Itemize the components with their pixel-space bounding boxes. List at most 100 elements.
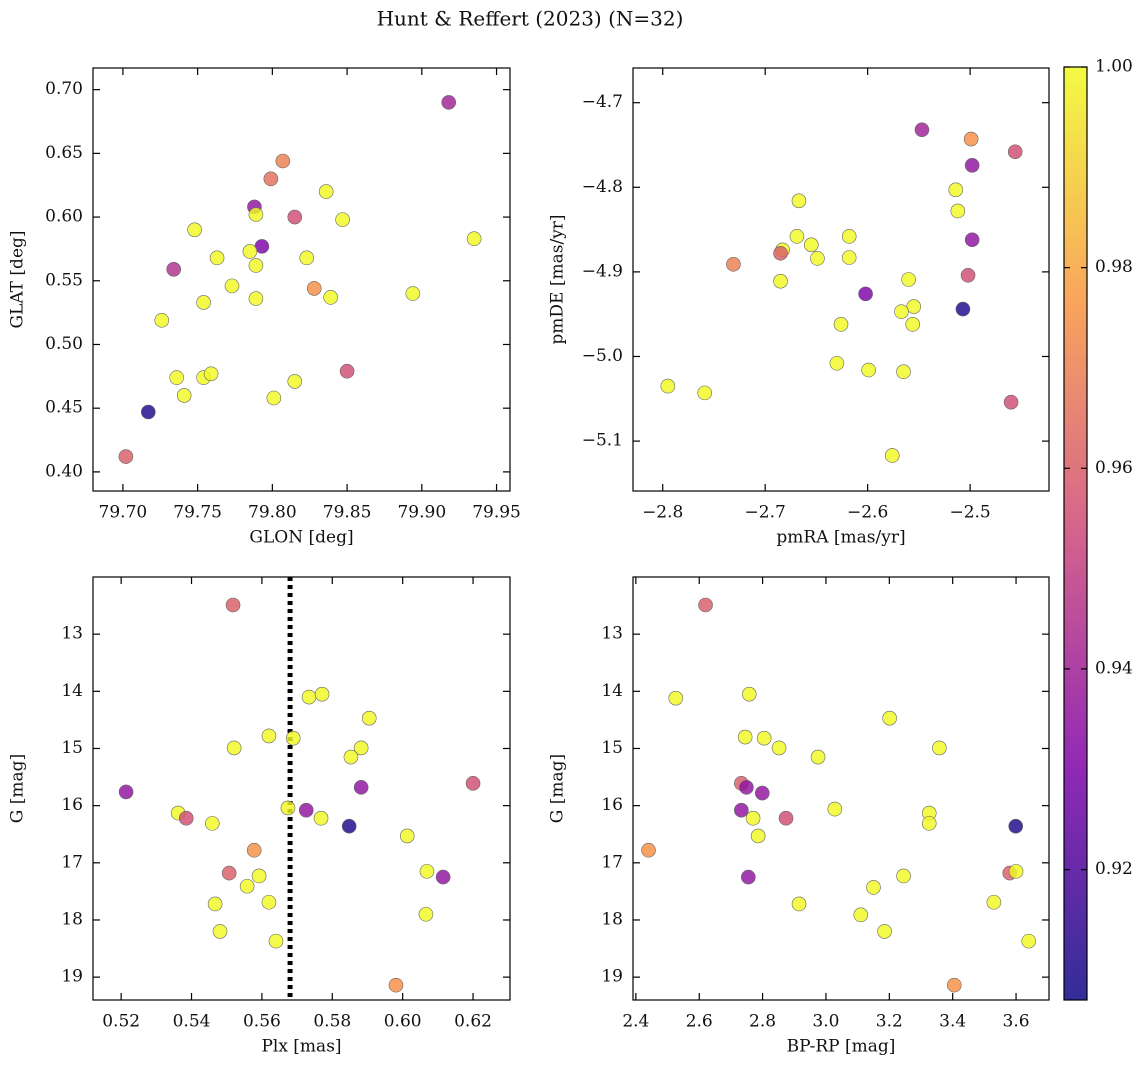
y-tick-label: 14 xyxy=(61,681,83,701)
y-tick-label: 16 xyxy=(601,795,623,815)
data-point xyxy=(204,816,220,831)
data-point xyxy=(773,273,788,289)
y-tick-label: 0.50 xyxy=(45,334,83,354)
colorbar-frame xyxy=(1063,66,1088,1001)
data-point xyxy=(280,800,296,816)
plot-frame xyxy=(632,67,1050,492)
data-point xyxy=(405,286,421,301)
data-point xyxy=(660,378,676,394)
y-tick-label: −5.0 xyxy=(582,346,623,366)
y-tick-label: 19 xyxy=(601,967,623,987)
x-axis-label: GLON [deg] xyxy=(249,528,353,548)
y-tick-label: 0.45 xyxy=(45,398,83,418)
data-point xyxy=(465,776,481,791)
data-point xyxy=(298,802,314,818)
data-point xyxy=(343,749,359,765)
data-point xyxy=(882,710,897,726)
data-point xyxy=(750,828,766,844)
y-tick-label: 0.55 xyxy=(45,270,83,290)
y-tick-label: 0.60 xyxy=(45,207,83,227)
colorbar-tick-label: 0.92 xyxy=(1095,859,1133,879)
y-axis-label: pmDE [mas/yr] xyxy=(548,214,568,344)
data-point xyxy=(771,740,787,756)
data-point xyxy=(737,729,753,745)
y-tick-label: 19 xyxy=(61,967,83,987)
data-point xyxy=(261,728,277,744)
x-axis-label: pmRA [mas/yr] xyxy=(776,528,905,548)
data-point xyxy=(829,355,845,371)
data-point xyxy=(914,122,930,138)
x-tick-label: 2.8 xyxy=(749,1012,776,1032)
data-point xyxy=(841,229,857,244)
data-point xyxy=(833,317,849,332)
data-point xyxy=(301,689,317,705)
data-point xyxy=(239,878,255,894)
x-tick-label: 79.80 xyxy=(248,503,297,523)
y-tick-label: 0.40 xyxy=(45,461,83,481)
data-point xyxy=(419,864,435,879)
data-point xyxy=(1003,394,1019,410)
x-tick-label: 0.54 xyxy=(173,1012,211,1032)
data-point xyxy=(196,295,211,310)
data-point xyxy=(789,229,805,244)
data-point xyxy=(306,281,322,296)
x-tick-label: 79.90 xyxy=(397,503,446,523)
y-tick-label: 14 xyxy=(601,681,623,701)
data-point xyxy=(176,388,192,403)
data-point xyxy=(226,740,242,756)
data-point xyxy=(964,157,980,173)
data-point xyxy=(697,385,713,401)
data-point xyxy=(841,250,857,265)
data-point xyxy=(853,907,869,923)
x-tick-label: −2.7 xyxy=(745,503,786,523)
data-point xyxy=(154,312,170,328)
y-tick-label: 16 xyxy=(61,795,83,815)
data-point xyxy=(323,290,338,305)
data-point xyxy=(754,785,770,801)
x-axis-label: BP-RP [mag] xyxy=(787,1037,896,1057)
colorbar-tick-label: 0.98 xyxy=(1095,257,1133,277)
data-point xyxy=(641,842,656,858)
data-point xyxy=(224,278,240,294)
data-point xyxy=(963,131,979,147)
x-tick-label: 79.85 xyxy=(323,503,372,523)
y-axis-label: GLAT [deg] xyxy=(8,230,28,328)
data-point xyxy=(212,924,228,939)
data-point xyxy=(741,686,757,702)
data-point xyxy=(266,390,282,406)
data-point xyxy=(299,250,315,266)
data-point xyxy=(248,258,264,273)
x-tick-label: 0.62 xyxy=(454,1012,492,1032)
x-tick-label: 2.4 xyxy=(622,1012,649,1032)
data-point xyxy=(861,362,876,378)
data-point xyxy=(221,865,237,881)
x-tick-label: 0.52 xyxy=(102,1012,140,1032)
data-point xyxy=(248,207,264,222)
data-point xyxy=(1007,144,1023,160)
data-point xyxy=(314,686,330,702)
y-tick-label: 17 xyxy=(61,852,83,872)
data-point xyxy=(466,231,482,247)
data-point xyxy=(251,868,267,884)
data-point xyxy=(209,250,225,266)
x-tick-label: 79.70 xyxy=(99,503,148,523)
data-point xyxy=(242,244,258,259)
data-point xyxy=(187,222,202,238)
y-tick-label: 0.65 xyxy=(45,143,83,163)
x-tick-label: 2.6 xyxy=(686,1012,713,1032)
data-point xyxy=(906,299,922,314)
x-tick-label: 0.60 xyxy=(384,1012,422,1032)
data-point xyxy=(339,363,355,379)
data-point xyxy=(948,182,964,198)
data-point xyxy=(756,730,772,746)
data-point xyxy=(905,317,921,332)
data-point xyxy=(207,896,223,912)
data-point xyxy=(960,267,976,283)
data-point xyxy=(399,828,415,844)
x-tick-label: 3.2 xyxy=(876,1012,903,1032)
data-point xyxy=(810,749,826,765)
data-point xyxy=(435,869,451,885)
x-axis-label: Plx [mas] xyxy=(261,1037,341,1057)
data-point xyxy=(810,251,825,266)
